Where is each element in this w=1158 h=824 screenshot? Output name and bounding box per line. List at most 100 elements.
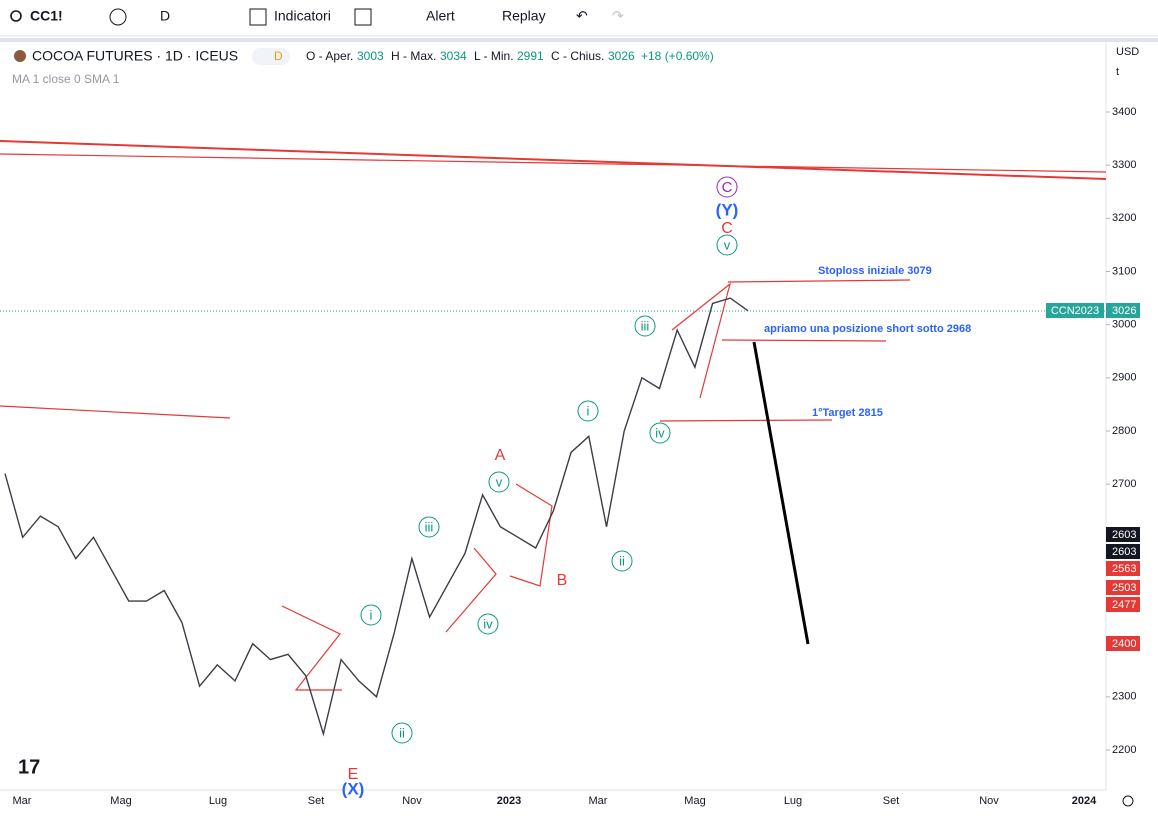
stoploss-note: Stoploss iniziale 3079 [818, 265, 932, 277]
time-label: Set [308, 795, 325, 807]
currency[interactable]: USD [1116, 46, 1139, 58]
alert[interactable]: Alert [426, 8, 455, 24]
wave-circle [634, 315, 656, 337]
legend-title: COCOA FUTURES · 1D · ICEUS [32, 48, 238, 64]
price-badge: 2603 [1112, 546, 1136, 558]
wave-label: ii [619, 553, 625, 568]
price-badge: 2400 [1112, 638, 1136, 650]
time-label: Lug [209, 795, 227, 807]
wave-label: C [722, 179, 733, 196]
add-icon[interactable] [109, 8, 127, 26]
unit[interactable]: t [1116, 66, 1119, 78]
time-label: Nov [402, 795, 422, 807]
replay[interactable]: Replay [502, 8, 546, 24]
wave-label: v [496, 474, 503, 489]
wave-label: (Y) [716, 200, 739, 219]
price-badge-bg [1106, 580, 1140, 595]
wave-label: iv [655, 425, 665, 440]
price-badge-bg [1106, 636, 1140, 651]
time-label: Mag [110, 795, 131, 807]
price-badge-bg [1106, 561, 1140, 576]
price-tick-label: 3300 [1112, 159, 1136, 171]
price-badge: 2603 [1112, 529, 1136, 541]
indicator-legend: MA 1 close 0 SMA 1 [12, 72, 120, 86]
wave-label: (X) [342, 779, 365, 798]
projection-arrow [752, 341, 810, 645]
close-value: 3026 [608, 49, 635, 63]
wave-label: iii [425, 519, 434, 534]
price-tick-label: 2700 [1112, 478, 1136, 490]
price-tick-label: 3000 [1112, 319, 1136, 331]
symbol-logo [14, 50, 26, 62]
price-badge-bg [1106, 544, 1140, 559]
time-label: Lug [784, 795, 802, 807]
search-icon[interactable] [10, 10, 22, 22]
separator [0, 38, 1158, 42]
price-tick-label: 2300 [1112, 691, 1136, 703]
wave-circle [418, 516, 440, 538]
wave-circle [716, 176, 738, 198]
low-value: 2991 [517, 49, 544, 63]
indicator-icon[interactable] [249, 8, 267, 26]
time-label: Mag [684, 795, 705, 807]
open-value: 3003 [357, 49, 384, 63]
last-price: 3026 [1112, 305, 1136, 317]
interval[interactable]: D [160, 8, 170, 24]
price-line [4, 297, 749, 737]
time-label: 2024 [1072, 795, 1097, 807]
badge-bg [252, 48, 290, 65]
price-tick-label: 2800 [1112, 425, 1136, 437]
price-tick-label: 3100 [1112, 265, 1136, 277]
wave-circle [611, 550, 633, 572]
undo[interactable]: ↶ [576, 8, 588, 24]
high-label: H - Max. [391, 49, 436, 63]
price-badge: 2503 [1112, 582, 1136, 594]
wave-circle [577, 400, 599, 422]
tv-logo: 17 [18, 756, 40, 778]
wave-label: B [557, 572, 568, 589]
wave-label: v [724, 237, 731, 252]
redo[interactable]: ↷ [612, 8, 624, 24]
price-badge-bg [1106, 527, 1140, 542]
price-badge: 2563 [1112, 563, 1136, 575]
target-note: 1°Target 2815 [812, 407, 883, 419]
wave-circle [477, 613, 499, 635]
wave-label: C [721, 220, 733, 237]
settings-icon[interactable] [1122, 795, 1134, 807]
time-label: Nov [979, 795, 999, 807]
wave-circle [360, 604, 382, 626]
time-label: Set [883, 795, 900, 807]
price-tick-label: 2900 [1112, 372, 1136, 384]
last-price-symbol-bg [1046, 303, 1104, 318]
price-badge-bg [1106, 597, 1140, 612]
toolbar [0, 0, 1158, 36]
wave-label: A [495, 447, 506, 464]
wave-circle [391, 722, 413, 744]
price-tick-label: 3200 [1112, 212, 1136, 224]
wave-label: i [587, 403, 590, 418]
time-label: Mar [13, 795, 32, 807]
price-tick-label: 3400 [1112, 106, 1136, 118]
wave-circle [716, 234, 738, 256]
wave-label: ii [399, 725, 405, 740]
high-value: 3034 [440, 49, 467, 63]
low-label: L - Min. [474, 49, 514, 63]
wave-circle [649, 422, 671, 444]
close-label: C - Chius. [551, 49, 604, 63]
last-price-symbol: CCN2023 [1051, 305, 1099, 317]
short-note: apriamo una posizione short sotto 2968 [764, 323, 971, 335]
legend-badge: D [274, 49, 283, 63]
wave-circle [488, 471, 510, 493]
price-tick-label: 2200 [1112, 744, 1136, 756]
wave-label: i [370, 607, 373, 622]
wave-label: E [348, 766, 359, 783]
price-badge: 2477 [1112, 599, 1136, 611]
last-price-bg [1106, 303, 1140, 318]
layout-icon[interactable] [354, 8, 372, 26]
indicators[interactable]: Indicatori [274, 8, 331, 24]
time-label: 2023 [497, 795, 521, 807]
symbol[interactable]: CC1! [30, 8, 63, 24]
wave-label: iv [483, 616, 493, 631]
